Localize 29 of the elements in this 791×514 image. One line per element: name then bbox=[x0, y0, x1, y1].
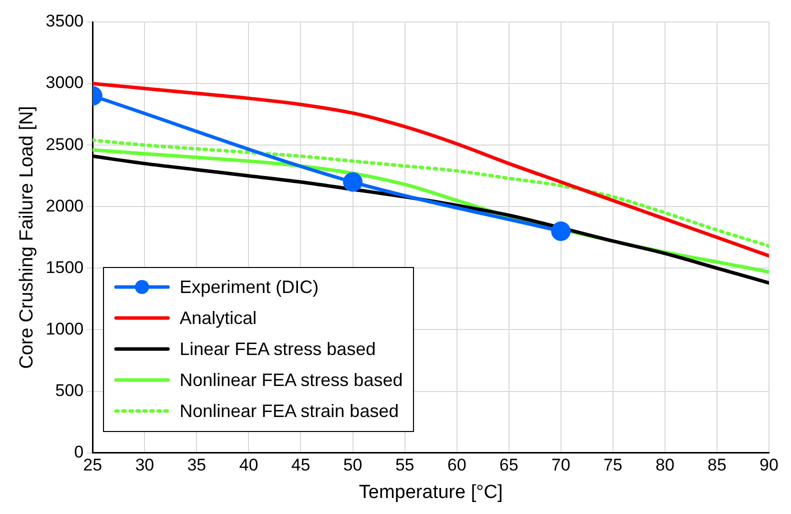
x-tick-label: 45 bbox=[291, 456, 310, 475]
legend-label: Linear FEA stress based bbox=[180, 338, 376, 360]
y-axis-title: Core Crushing Failure Load [N] bbox=[16, 106, 38, 369]
x-tick-label: 35 bbox=[187, 456, 206, 475]
y-tick-label: 1000 bbox=[46, 319, 84, 338]
x-axis-title: Temperature [°C] bbox=[358, 482, 503, 503]
legend-label: Analytical bbox=[180, 308, 257, 329]
x-tick-label: 30 bbox=[135, 456, 154, 475]
x-tick-label: 80 bbox=[655, 456, 674, 475]
y-tick-label: 2000 bbox=[46, 196, 84, 216]
y-tick-label: 1500 bbox=[46, 258, 84, 277]
y-tick-label: 2500 bbox=[46, 134, 84, 154]
y-tick-label: 3500 bbox=[46, 12, 84, 31]
x-tick-label: 70 bbox=[551, 456, 570, 475]
x-tick-label: 90 bbox=[760, 456, 778, 475]
legend-label: Nonlinear FEA strain based bbox=[180, 400, 399, 422]
legend-label: Experiment (DIC) bbox=[180, 276, 319, 298]
x-tick-label: 85 bbox=[708, 456, 726, 475]
x-tick-label: 40 bbox=[239, 456, 258, 475]
x-tick-label: 25 bbox=[83, 456, 102, 475]
x-tick-label: 75 bbox=[603, 456, 622, 475]
x-tick-label: 60 bbox=[447, 456, 466, 475]
y-tick-label: 3000 bbox=[46, 73, 84, 92]
legend-label: Nonlinear FEA stress based bbox=[180, 370, 403, 391]
y-tick-label: 0 bbox=[74, 442, 84, 462]
y-tick-label: 500 bbox=[55, 380, 84, 400]
x-tick-label: 65 bbox=[499, 456, 518, 475]
x-tick-label: 55 bbox=[395, 456, 414, 475]
x-tick-label: 50 bbox=[343, 456, 362, 475]
